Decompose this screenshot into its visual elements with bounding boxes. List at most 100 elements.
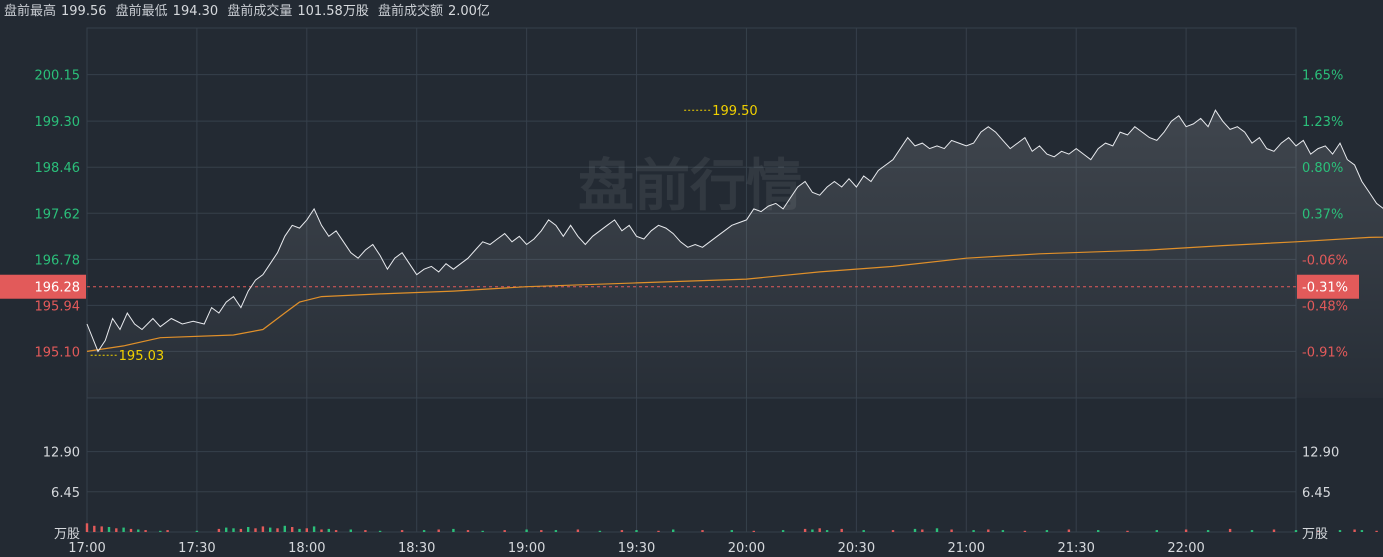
stat-high-label: 盘前最高 <box>4 4 57 19</box>
current-price-tag <box>0 274 86 299</box>
volume-bar <box>635 530 638 532</box>
price-axis-label: 200.15 <box>35 69 81 84</box>
volume-bar <box>1184 529 1188 532</box>
volume-bar <box>935 528 939 532</box>
stat-turnover-value: 2.00亿 <box>447 4 490 19</box>
volume-bar <box>672 529 675 532</box>
pct-axis-label: -0.48% <box>1302 299 1348 314</box>
time-axis-label: 20:00 <box>728 541 765 556</box>
volume-bar <box>730 530 733 532</box>
volume-axis-label: 6.45 <box>51 486 80 501</box>
volume-bar <box>1228 528 1232 532</box>
pct-axis-label: -0.91% <box>1302 345 1348 360</box>
volume-bar <box>540 530 543 532</box>
time-axis-label: 22:00 <box>1167 541 1204 556</box>
volume-bar <box>921 529 924 532</box>
premarket-stats-bar: 盘前最高 199.56 盘前最低 194.30 盘前成交量 101.58万股 盘前成交… <box>4 2 495 22</box>
price-axis-label: 199.30 <box>35 115 81 130</box>
volume-bar <box>1316 530 1320 532</box>
volume-bar <box>107 527 111 532</box>
volume-bar <box>269 527 272 532</box>
volume-bar <box>818 528 821 532</box>
volume-bar <box>276 528 279 532</box>
volume-bar <box>752 530 755 532</box>
pct-axis-label: -0.06% <box>1302 253 1348 268</box>
price-line <box>86 109 1383 353</box>
volume-bar <box>283 525 286 532</box>
volume-bar <box>1206 530 1210 532</box>
volume-bar <box>1045 530 1049 532</box>
volume-bar <box>701 530 704 532</box>
volume-bar <box>987 529 990 532</box>
volume-bar <box>291 527 294 532</box>
volume-bar <box>334 530 338 532</box>
volume-bar <box>972 530 975 532</box>
volume-bar <box>781 530 785 532</box>
volume-axis-label: 12.90 <box>43 446 80 461</box>
volume-bar <box>166 530 169 532</box>
pct-axis-label: 0.37% <box>1302 207 1343 222</box>
volume-bar <box>247 527 250 532</box>
volume-bar <box>525 529 528 532</box>
volume-bar <box>1272 529 1276 532</box>
volume-bar <box>1338 530 1342 532</box>
volume-bar <box>840 528 843 532</box>
volume-bar <box>115 528 118 532</box>
volume-bar <box>137 529 140 532</box>
volume-bar <box>1155 530 1158 532</box>
stat-volume-value: 101.58万股 <box>297 4 369 19</box>
volume-bar <box>657 530 660 532</box>
volume-bars <box>85 523 1378 532</box>
time-axis-label: 21:30 <box>1057 541 1094 556</box>
volume-axis-label-right: 12.90 <box>1302 446 1339 461</box>
volume-bar <box>1375 530 1378 532</box>
volume-bar <box>254 528 257 532</box>
volume-bar <box>298 528 301 532</box>
high-marker-label: 199.50 <box>712 104 758 119</box>
time-axis-label: 20:30 <box>838 541 875 556</box>
volume-bar <box>1353 529 1356 532</box>
volume-bar <box>950 529 953 532</box>
stat-low-label: 盘前最低 <box>115 4 168 19</box>
low-marker-label: 195.03 <box>119 349 165 364</box>
volume-bar <box>1250 530 1254 532</box>
volume-bar <box>305 528 308 532</box>
watermark: 盘前行情 <box>578 154 802 219</box>
time-axis-label: 21:00 <box>948 541 985 556</box>
volume-bar <box>225 527 228 532</box>
volume-bar <box>400 530 404 532</box>
average-price-line <box>86 236 1383 352</box>
pct-axis-label: 1.65% <box>1302 69 1343 84</box>
volume-axis-label-right: 6.45 <box>1302 486 1331 501</box>
volume-bar <box>1126 530 1129 532</box>
volume-bar <box>312 526 316 532</box>
volume-bar <box>862 530 865 532</box>
time-axis-label: 17:30 <box>178 541 215 556</box>
volume-bar <box>378 530 382 532</box>
volume-bar <box>1294 530 1298 532</box>
stat-volume-label: 盘前成交量 <box>227 4 293 19</box>
price-area-fill <box>87 110 1383 398</box>
volume-bar <box>1360 530 1364 532</box>
volume-bar <box>144 530 147 532</box>
volume-bar <box>195 530 199 532</box>
volume-bar <box>261 526 265 532</box>
volume-bar <box>913 528 917 532</box>
time-axis-label: 18:00 <box>288 541 325 556</box>
price-axis-label: 196.78 <box>35 253 81 268</box>
volume-bar <box>232 528 235 532</box>
volume-bar <box>1001 530 1005 532</box>
price-axis-label: 198.46 <box>35 161 81 176</box>
price-axis-label: 195.10 <box>35 345 81 360</box>
volume-bar <box>825 530 829 532</box>
price-axis-label: 197.62 <box>35 207 81 222</box>
volume-bar <box>598 530 602 532</box>
stat-turnover-label: 盘前成交额 <box>377 4 443 19</box>
volume-bar <box>364 530 367 532</box>
volume-bar <box>349 529 352 532</box>
stat-low-value: 194.30 <box>172 4 219 19</box>
volume-bar <box>811 529 814 532</box>
current-pct-tag <box>1297 274 1359 299</box>
stat-high-value: 199.56 <box>61 4 107 19</box>
